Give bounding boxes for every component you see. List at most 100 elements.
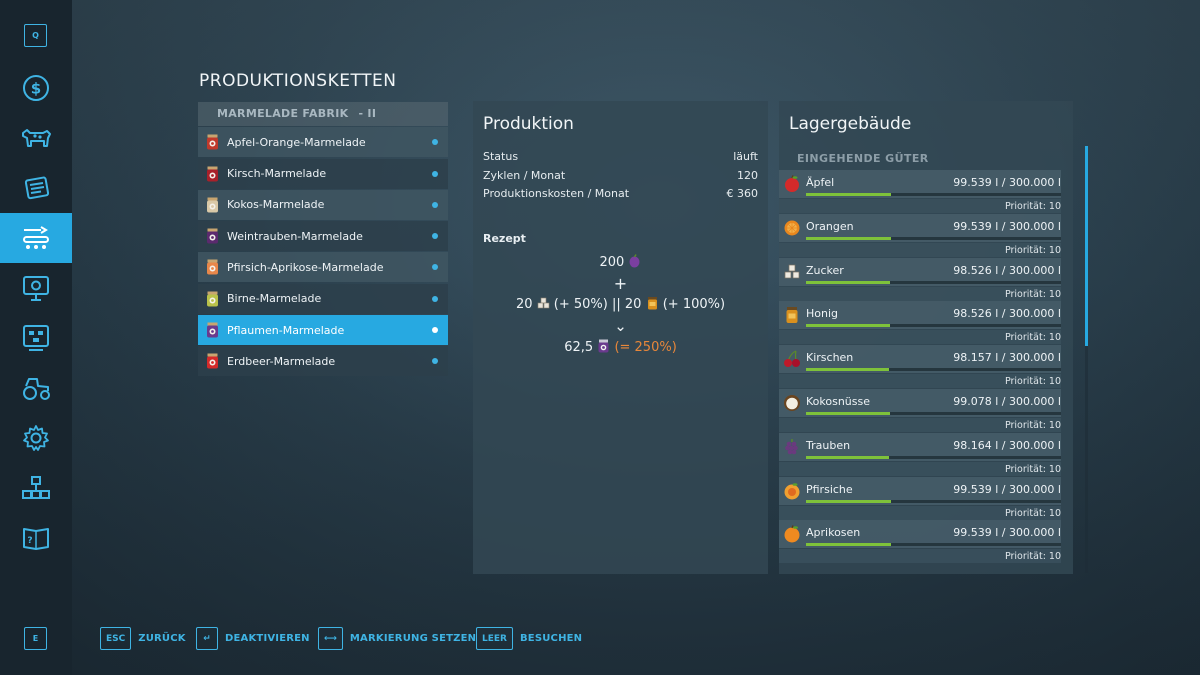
hierarchy-icon xyxy=(22,476,50,499)
honey-icon xyxy=(786,307,798,324)
good-amount: 98.164 l / 300.000 l xyxy=(953,438,1061,452)
chain-item[interactable]: Pflaumen-Marmelade xyxy=(198,315,448,346)
cherry-icon xyxy=(784,350,800,368)
production-chains-icon xyxy=(23,226,49,249)
status-label: Status xyxy=(483,150,519,163)
storage-scrollbar[interactable] xyxy=(1085,146,1088,573)
status-value: läuft xyxy=(733,150,758,163)
storage-good-row[interactable]: Kokosnüsse 99.078 l / 300.000 l Priorität:… xyxy=(779,389,1061,432)
enter-key: ↵ xyxy=(196,627,218,650)
good-name: Äpfel xyxy=(806,176,835,189)
nav-production-chains[interactable] xyxy=(0,213,72,263)
costs-label: Produktionskosten / Monat xyxy=(483,187,630,200)
good-amount: 99.539 l / 300.000 l xyxy=(953,526,1061,540)
storage-good-row[interactable]: Aprikosen 99.539 l / 300.000 l Priorität: … xyxy=(779,520,1061,564)
chain-item-label: Pflaumen-Marmelade xyxy=(227,323,345,337)
key-hint-e[interactable]: E xyxy=(24,627,47,650)
storage-good-row[interactable]: Trauben 98.164 l / 300.000 l Priorität: 10 xyxy=(779,432,1061,476)
chain-item-label: Erdbeer-Marmelade xyxy=(227,354,336,368)
good-amount: 99.539 l / 300.000 l xyxy=(953,219,1061,233)
cycles-value: 120 xyxy=(737,169,758,182)
nav-finances[interactable]: $ xyxy=(0,63,72,113)
plum-icon xyxy=(629,254,640,268)
good-name: Orangen xyxy=(806,219,854,233)
set-marker-button[interactable]: ⟷ MARKIERUNG SETZEN xyxy=(318,627,476,650)
incoming-goods-header: EINGEHENDE GÜTER xyxy=(797,152,929,165)
active-indicator-dot xyxy=(432,170,438,177)
status-row: Status läuft xyxy=(483,150,758,166)
chain-item-label: Weintrauben-Marmelade xyxy=(227,229,363,243)
storage-good-row[interactable]: Kirschen 98.157 l / 300.000 l Priorität: 1… xyxy=(779,345,1061,389)
fill-level-track xyxy=(806,412,1061,415)
chain-item[interactable]: Pfirsich-Aprikose-Marmelade xyxy=(198,252,448,283)
chain-item-label: Birne-Marmelade xyxy=(227,292,322,306)
nav-contracts[interactable] xyxy=(0,163,72,213)
deactivate-button[interactable]: ↵ DEAKTIVIEREN xyxy=(196,627,310,650)
back-button[interactable]: ESC ZURÜCK xyxy=(100,627,186,650)
nav-animals[interactable] xyxy=(0,113,72,163)
nav-hierarchy[interactable] xyxy=(0,463,72,513)
board-icon xyxy=(23,325,49,351)
good-priority: Priorität: 10 xyxy=(1004,332,1061,344)
or-separator: || xyxy=(611,297,621,312)
fill-level-track xyxy=(806,543,1061,547)
fill-level-bar xyxy=(806,280,890,284)
chain-item[interactable]: Kokos-Marmelade xyxy=(198,189,448,220)
chain-item[interactable]: Birne-Marmelade xyxy=(198,283,448,314)
good-name: Pfirsiche xyxy=(806,482,853,496)
fill-level-track xyxy=(806,324,1061,328)
nav-help[interactable]: ? xyxy=(0,513,72,563)
visit-button[interactable]: LEER BESUCHEN xyxy=(476,627,582,650)
chain-item-label: Kokos-Marmelade xyxy=(227,198,325,212)
set-marker-label: MARKIERUNG SETZEN xyxy=(349,633,477,644)
good-name: Honig xyxy=(806,307,839,321)
fill-level-track xyxy=(806,368,1061,372)
svg-text:$: $ xyxy=(31,80,41,98)
good-name: Trauben xyxy=(806,438,851,452)
presentation-icon xyxy=(23,276,49,301)
dollar-icon: $ xyxy=(23,75,49,101)
jam-jar-icon xyxy=(207,228,218,244)
good-amount: 99.539 l / 300.000 l xyxy=(953,176,1061,189)
fill-level-bar xyxy=(806,324,890,328)
peach-icon xyxy=(784,482,800,500)
nav-vehicles[interactable] xyxy=(0,363,72,413)
fill-level-track xyxy=(806,280,1061,284)
page-title: PRODUKTIONSKETTEN xyxy=(199,71,397,91)
jam-jar-icon xyxy=(207,322,218,338)
storage-good-row[interactable]: Pfirsiche 99.539 l / 300.000 l Priorität: … xyxy=(779,476,1061,520)
nav-presentation[interactable] xyxy=(0,263,72,313)
good-priority: Priorität: 10 xyxy=(1004,551,1061,563)
sugar-icon xyxy=(784,264,800,278)
good-name: Kirschen xyxy=(806,351,854,365)
good-priority: Priorität: 10 xyxy=(1004,244,1061,256)
fill-level-bar xyxy=(806,543,891,547)
storage-good-row[interactable]: Honig 98.526 l / 300.000 l Priorität: 10 xyxy=(779,301,1061,345)
sugar-amount: 20 xyxy=(515,297,533,312)
good-amount: 98.157 l / 300.000 l xyxy=(953,351,1061,365)
contracts-icon xyxy=(24,176,50,200)
storage-good-row[interactable]: Orangen 99.539 l / 300.000 l Priorität: 10 xyxy=(779,213,1061,257)
input-main-amount: 200 xyxy=(599,255,625,270)
chain-item[interactable]: Apfel-Orange-Marmelade xyxy=(198,127,448,158)
sidebar: Q $ ? E xyxy=(0,0,72,675)
nav-settings[interactable] xyxy=(0,413,72,463)
good-priority-bg xyxy=(779,505,1061,520)
svg-text:?: ? xyxy=(27,536,32,546)
sugar-bonus: (+ 50%) xyxy=(553,297,608,312)
storage-panel: Lagergebäude EINGEHENDE GÜTER Äpfel 99.53… xyxy=(779,101,1073,574)
chain-item[interactable]: Erdbeer-Marmelade xyxy=(198,346,448,377)
space-key: LEER xyxy=(476,627,513,650)
nav-board[interactable] xyxy=(0,313,72,363)
storage-good-row[interactable]: Zucker 98.526 l / 300.000 l Priorität: 10 xyxy=(779,257,1061,301)
factory-name: MARMELADE FABRIK xyxy=(217,107,349,120)
key-hint-q[interactable]: Q xyxy=(24,24,47,47)
storage-scrollbar-thumb[interactable] xyxy=(1085,146,1088,346)
good-priority-bg xyxy=(779,374,1061,389)
output-amount: 62,5 xyxy=(564,340,594,355)
fill-level-bar xyxy=(806,412,891,415)
storage-good-row[interactable]: Äpfel 99.539 l / 300.000 l Priorität: 10 xyxy=(779,170,1061,213)
chain-item[interactable]: Kirsch-Marmelade xyxy=(198,158,448,189)
sugar-cubes-icon xyxy=(537,297,549,309)
chain-item[interactable]: Weintrauben-Marmelade xyxy=(198,221,448,252)
